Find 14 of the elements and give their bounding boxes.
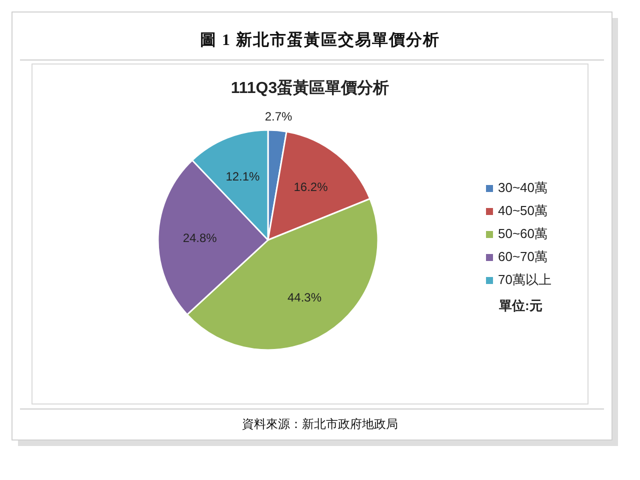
legend-label: 70萬以上: [498, 272, 552, 287]
chart-title: 圖 1 新北市蛋黃區交易單價分析: [200, 30, 440, 49]
legend-label: 40~50萬: [498, 203, 548, 218]
legend-label: 60~70萬: [498, 249, 548, 264]
data-label: 44.3%: [287, 290, 322, 305]
chart-subtitle: 111Q3蛋黃區單價分析: [230, 79, 390, 97]
legend-label: 30~40萬: [498, 180, 548, 195]
legend-label: 50~60萬: [498, 226, 548, 241]
text: 單位:元: [498, 298, 542, 313]
data-label: 16.2%: [294, 180, 328, 194]
data-label: 12.1%: [226, 170, 260, 184]
data-label: 2.7%: [264, 109, 292, 124]
source-note: 資料來源：新北市政府地政局: [242, 417, 398, 431]
data-label: 24.8%: [182, 230, 218, 245]
